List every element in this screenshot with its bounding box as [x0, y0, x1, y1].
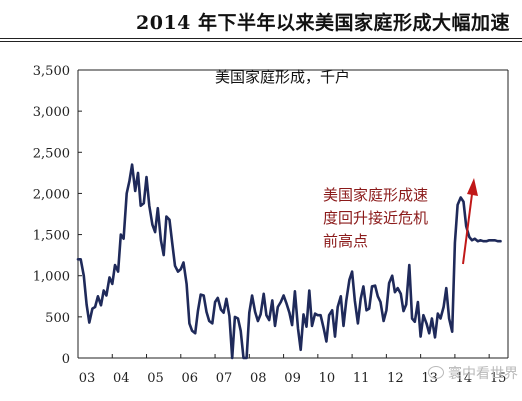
annotation-arrow: [462, 178, 478, 265]
x-tick-label: 04: [113, 371, 130, 386]
y-tick-label: 1,000: [33, 270, 70, 285]
x-tick-label: 14: [456, 371, 473, 386]
arrow-head: [467, 178, 478, 196]
x-tick-label: 12: [387, 371, 404, 386]
y-tick-label: 1,500: [33, 229, 70, 244]
annotation-line: 美国家庭形成速: [323, 186, 428, 204]
x-tick-label: 03: [79, 371, 96, 386]
x-tick-label: 10: [319, 371, 336, 386]
header-rule-thin: [0, 41, 522, 42]
watermark-text: 寰中看世界: [448, 366, 518, 382]
x-tick-label: 05: [147, 371, 164, 386]
x-tick-label: 08: [250, 371, 267, 386]
chart-series: [76, 163, 502, 360]
y-tick-label: 0: [62, 352, 70, 367]
chart-axes: [77, 69, 509, 359]
y-tick-label: 3,500: [33, 64, 70, 79]
series-line: [76, 163, 502, 360]
y-tick-label: 500: [45, 311, 70, 326]
x-tick-label: 07: [216, 371, 233, 386]
annotation-line: 度回升接近危机: [323, 209, 428, 227]
y-tick-label: 2,000: [33, 187, 70, 202]
chart-header: 2014 年下半年以来美国家庭形成大幅加速: [0, 0, 522, 42]
x-tick-label: 09: [284, 371, 301, 386]
chart-ticks: 0 500 1,000 1,500 2,000 2,500 3,000 3,500 03 04 05…: [33, 64, 507, 386]
y-tick-label: 2,500: [33, 146, 70, 161]
annotation-line: 前高点: [323, 232, 368, 250]
x-tick-label: 06: [182, 371, 199, 386]
x-tick-label: 11: [353, 371, 370, 386]
plot-title: 美国家庭形成，千户: [215, 68, 350, 86]
wechat-icon: [428, 366, 444, 379]
arrow-shaft: [462, 193, 473, 265]
y-tick-label: 3,000: [33, 105, 70, 120]
header-rule: [0, 38, 522, 39]
chart-title: 2014 年下半年以来美国家庭形成大幅加速: [136, 12, 510, 34]
watermark: 寰中看世界: [428, 363, 518, 383]
x-tick-label: 15: [490, 371, 507, 386]
